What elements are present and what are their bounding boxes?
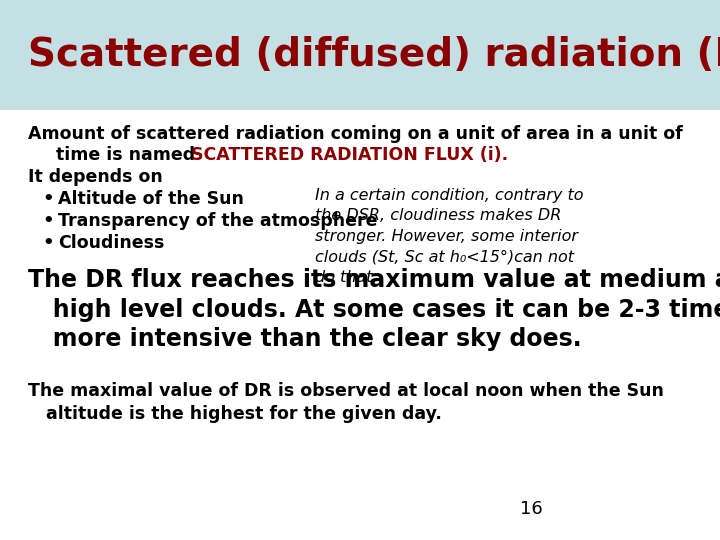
Text: Amount of scattered radiation coming on a unit of area in a unit of: Amount of scattered radiation coming on … (28, 125, 683, 143)
Text: It depends on: It depends on (28, 168, 163, 186)
Text: Cloudiness: Cloudiness (58, 234, 164, 252)
Text: SCATTERED RADIATION FLUX (i).: SCATTERED RADIATION FLUX (i). (191, 146, 508, 164)
Text: time is named: time is named (56, 146, 201, 164)
Text: Altitude of the Sun: Altitude of the Sun (58, 190, 244, 208)
Text: •: • (42, 212, 53, 230)
Text: In a certain condition, contrary to
the DSR, cloudiness makes DR
stronger. Howev: In a certain condition, contrary to the … (315, 188, 583, 285)
Text: The DR flux reaches its maximum value at medium and
   high level clouds. At som: The DR flux reaches its maximum value at… (28, 268, 720, 352)
Text: The maximal value of DR is observed at local noon when the Sun
   altitude is th: The maximal value of DR is observed at l… (28, 382, 664, 423)
Text: •: • (42, 234, 53, 252)
Text: •: • (42, 190, 53, 208)
Text: 16: 16 (520, 500, 543, 518)
FancyBboxPatch shape (0, 0, 720, 110)
Text: Transparency of the atmosphere: Transparency of the atmosphere (58, 212, 377, 230)
Text: Scattered (diffused) radiation (DR): Scattered (diffused) radiation (DR) (28, 36, 720, 74)
